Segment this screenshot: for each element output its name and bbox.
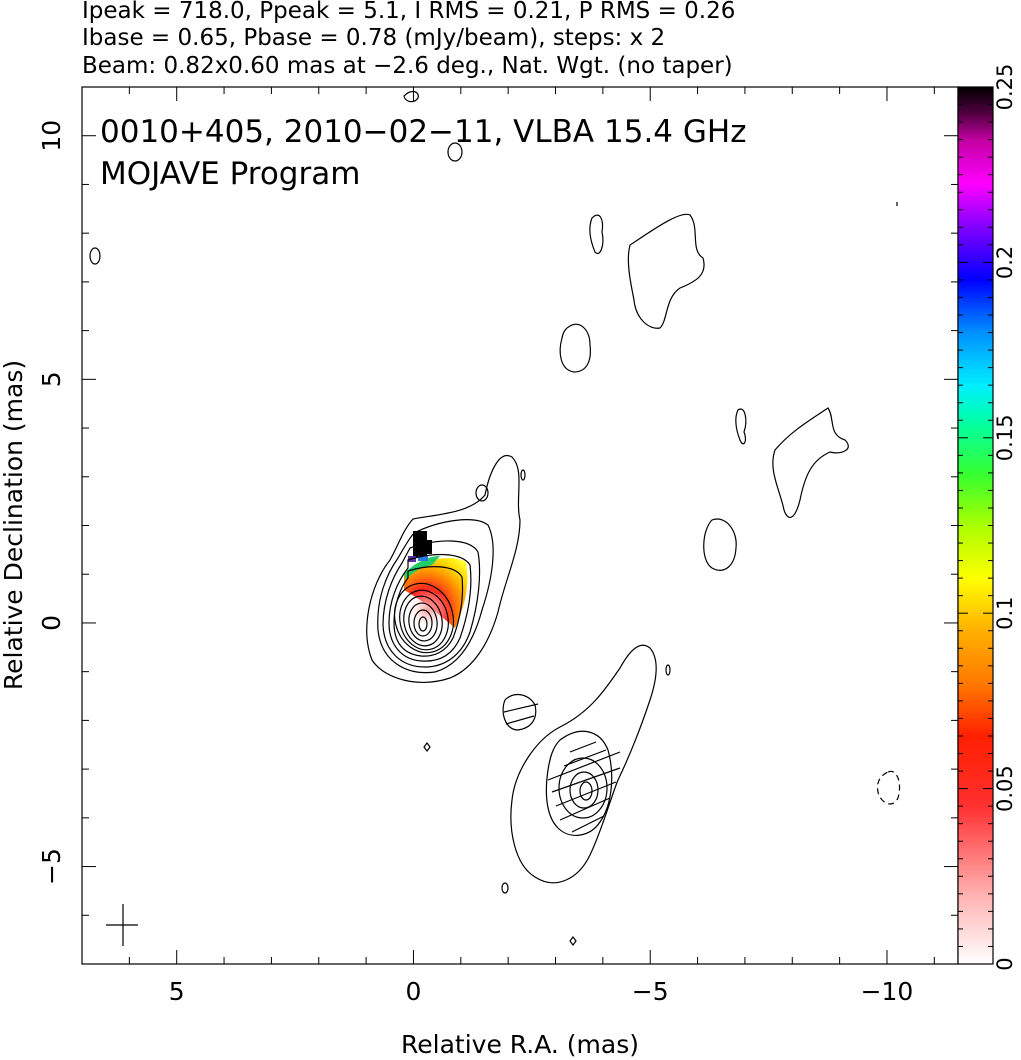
x-tick-label: 0 <box>406 977 422 1006</box>
header-line-2: Ibase = 0.65, Pbase = 0.78 (mJy/beam), s… <box>82 25 665 51</box>
y-axis-label: Relative Declination (mas) <box>0 360 28 690</box>
small-component-contour <box>502 693 537 731</box>
x-tick-label: −5 <box>632 977 669 1006</box>
header-line-1: Ipeak = 718.0, Ppeak = 5.1, I RMS = 0.21… <box>82 0 735 24</box>
inset-source-label: 0010+405, 2010−02−11, VLBA 15.4 GHz <box>100 114 746 150</box>
x-tick-label: 5 <box>169 977 185 1006</box>
colorbar-tick-label: 0.1 <box>993 596 1017 629</box>
polarization-peak-block <box>413 531 427 557</box>
colorbar-tick-labels: 0 0.05 0.1 0.15 0.2 0.25 <box>993 64 1017 971</box>
southern-contour-2 <box>545 730 613 836</box>
contour-level-10 <box>413 609 433 637</box>
contour-level-2 <box>377 519 494 674</box>
southern-contour-5 <box>579 781 593 801</box>
southern-contour-4 <box>569 771 599 809</box>
y-tick-label: 10 <box>37 120 66 152</box>
southern-component-contours <box>502 644 657 884</box>
axis-ticks <box>81 86 958 965</box>
contour-level-4 <box>388 553 472 662</box>
y-tick-label: −5 <box>37 848 66 885</box>
contour-level-7 <box>399 589 449 651</box>
polarization-fade <box>406 590 450 630</box>
extended-emission-contours <box>89 90 898 946</box>
colorbar-tick-label: 0.25 <box>993 64 1017 111</box>
colorbar-ticks <box>958 86 993 965</box>
southern-contour-3 <box>558 757 608 819</box>
axis-tick-labels: 5 0 −5 −10 10 5 0 −5 <box>37 120 913 1006</box>
header-line-3: Beam: 0.82x0.60 mas at −2.6 deg., Nat. W… <box>82 53 733 79</box>
x-tick-label: −10 <box>861 977 914 1006</box>
map-content <box>89 90 901 946</box>
colorbar <box>957 86 994 965</box>
beam-cross <box>106 904 138 946</box>
southern-outer-contour <box>510 644 657 884</box>
contour-level-9 <box>408 602 438 642</box>
core-contours <box>366 455 521 683</box>
colorbar-tick-label: 0.2 <box>993 246 1017 279</box>
colorbar-tick-label: 0.05 <box>993 765 1017 812</box>
contour-level-1 <box>366 455 521 683</box>
y-tick-label: 0 <box>37 615 66 631</box>
contour-level-8 <box>403 595 443 647</box>
y-tick-label: 5 <box>37 371 66 387</box>
inset-program-label: MOJAVE Program <box>100 156 360 192</box>
contour-level-3 <box>382 540 481 668</box>
negative-contour <box>876 770 901 805</box>
polarization-vectors <box>503 703 621 833</box>
contour-level-11 <box>418 616 428 632</box>
contour-level-6 <box>393 582 455 654</box>
colorbar-tick-label: 0.15 <box>993 414 1017 461</box>
x-axis-label: Relative R.A. (mas) <box>401 1030 639 1059</box>
colorbar-tick-label: 0 <box>993 957 1017 970</box>
